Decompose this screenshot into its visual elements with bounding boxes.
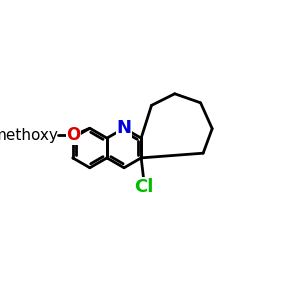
Text: methoxy: methoxy [0, 128, 58, 143]
Text: Cl: Cl [134, 178, 153, 196]
Text: N: N [116, 119, 131, 137]
Text: O: O [66, 126, 81, 144]
